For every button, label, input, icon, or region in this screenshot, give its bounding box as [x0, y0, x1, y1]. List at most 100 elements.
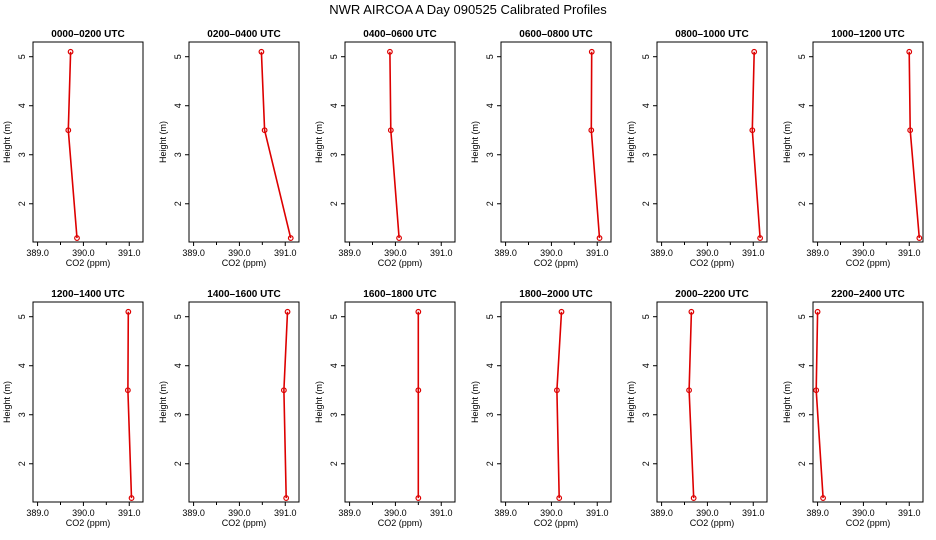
y-tick-label: 4 — [173, 103, 183, 108]
y-tick-label: 3 — [641, 412, 651, 417]
profile-point — [556, 495, 563, 501]
panel-title: 1800–2000 UTC — [519, 289, 592, 300]
y-axis-label: Height (m) — [782, 381, 792, 423]
profile-panel: 0400–0600 UTC 389.0 390.0 391.0 2 3 4 5 CO2 (ppm… — [314, 29, 456, 268]
x-tick-label: 390.0 — [384, 248, 407, 258]
x-tick-label: 391.0 — [586, 248, 609, 258]
x-tick-label: 390.0 — [384, 508, 407, 518]
x-tick-label: 391.0 — [742, 248, 765, 258]
panel-title: 0200–0400 UTC — [207, 29, 280, 40]
y-tick-label: 2 — [173, 461, 183, 466]
profile-point — [749, 127, 756, 134]
panel-title: 0000–0200 UTC — [51, 29, 124, 40]
x-tick-label: 391.0 — [586, 508, 609, 518]
x-tick-label: 391.0 — [898, 248, 921, 258]
x-tick-label: 391.0 — [274, 248, 297, 258]
x-tick-label: 389.0 — [494, 248, 517, 258]
panel-title: 0600–0800 UTC — [519, 29, 592, 40]
plot-frame — [344, 301, 456, 503]
panel-title: 0800–1000 UTC — [675, 29, 748, 40]
y-tick-label: 2 — [797, 201, 807, 206]
profile-point — [757, 235, 764, 241]
x-tick-label: 391.0 — [742, 508, 765, 518]
y-tick-label: 5 — [17, 314, 27, 319]
y-axis-label: Height (m) — [158, 381, 168, 423]
x-tick-label: 390.0 — [696, 248, 719, 258]
plot-frame — [656, 41, 768, 243]
x-axis-label: CO2 (ppm) — [66, 258, 111, 268]
profile-point — [125, 308, 132, 315]
panel-title: 2200–2400 UTC — [831, 289, 904, 300]
x-tick-label: 390.0 — [540, 508, 563, 518]
profile-point — [258, 48, 265, 55]
profile-line — [908, 51, 921, 239]
profile-point — [67, 48, 74, 55]
profile-point — [387, 48, 393, 55]
x-tick-label: 389.0 — [494, 508, 517, 518]
profile-point — [906, 48, 913, 55]
figure-title: NWR AIRCOA A Day 090525 Calibrated Profi… — [329, 2, 607, 17]
y-tick-label: 4 — [641, 103, 651, 108]
profile-point — [813, 387, 820, 394]
panel-title: 1400–1600 UTC — [207, 289, 280, 300]
profile-line — [260, 51, 292, 239]
profile-point — [415, 308, 422, 315]
profile-panel: 1400–1600 UTC 389.0 390.0 391.0 2 3 4 5 CO2 (ppm… — [158, 289, 300, 528]
x-axis-label: CO2 (ppm) — [690, 518, 735, 528]
plot-frame — [32, 301, 144, 503]
y-tick-label: 5 — [485, 314, 495, 319]
y-axis-label: Height (m) — [2, 121, 12, 163]
x-axis-label: CO2 (ppm) — [222, 258, 267, 268]
x-tick-label: 389.0 — [26, 508, 49, 518]
x-tick-label: 389.0 — [650, 248, 673, 258]
panel-title: 1600–1800 UTC — [363, 289, 436, 300]
profile-point — [415, 495, 422, 501]
profile-point — [751, 48, 758, 55]
y-axis-label: Height (m) — [626, 121, 636, 163]
panel-title: 2000–2200 UTC — [675, 289, 748, 300]
profile-line — [283, 311, 289, 499]
y-tick-label: 5 — [641, 314, 651, 319]
profile-point — [65, 127, 72, 134]
y-tick-label: 3 — [485, 412, 495, 417]
profile-line — [389, 51, 400, 239]
profile-panel: 1800–2000 UTC 389.0 390.0 391.0 2 3 4 5 CO2 (ppm… — [470, 289, 612, 528]
x-tick-label: 390.0 — [72, 248, 95, 258]
profile-line — [127, 311, 133, 499]
profile-point — [554, 387, 560, 394]
profile-point — [387, 127, 394, 134]
x-tick-label: 390.0 — [228, 248, 251, 258]
profile-point — [284, 308, 291, 315]
y-tick-label: 5 — [641, 54, 651, 59]
y-tick-label: 4 — [17, 363, 27, 368]
profile-line — [688, 311, 695, 499]
x-axis-label: CO2 (ppm) — [66, 518, 111, 528]
x-tick-label: 389.0 — [338, 508, 361, 518]
y-tick-label: 3 — [329, 412, 339, 417]
y-tick-label: 4 — [173, 363, 183, 368]
profile-point — [596, 235, 603, 241]
profile-point — [820, 495, 826, 501]
y-tick-label: 4 — [797, 363, 807, 368]
x-tick-label: 391.0 — [118, 508, 141, 518]
x-axis-label: CO2 (ppm) — [846, 258, 891, 268]
plot-frame — [344, 41, 456, 243]
y-tick-label: 4 — [17, 103, 27, 108]
profile-point — [74, 235, 80, 241]
y-axis-label: Height (m) — [782, 121, 792, 163]
profile-panel: 0800–1000 UTC 389.0 390.0 391.0 2 3 4 5 CO2 (ppm… — [626, 29, 768, 268]
x-tick-label: 391.0 — [898, 508, 921, 518]
profile-line — [590, 51, 601, 239]
panel-title: 0400–0600 UTC — [363, 29, 436, 40]
x-tick-label: 391.0 — [430, 508, 453, 518]
plot-frame — [188, 41, 300, 243]
profile-panel: 0000–0200 UTC 389.0 390.0 391.0 2 3 4 5 CO2 (ppm… — [2, 29, 144, 268]
profile-point — [588, 48, 595, 55]
x-tick-label: 391.0 — [274, 508, 297, 518]
profile-panel: 0600–0800 UTC 389.0 390.0 391.0 2 3 4 5 CO2 (ppm… — [470, 29, 612, 268]
profile-point — [287, 235, 294, 241]
profile-panel: 1600–1800 UTC 389.0 390.0 391.0 2 3 4 5 CO2 (ppm… — [314, 289, 456, 528]
x-axis-label: CO2 (ppm) — [534, 258, 579, 268]
y-tick-label: 5 — [173, 54, 183, 59]
profile-point — [916, 235, 923, 241]
